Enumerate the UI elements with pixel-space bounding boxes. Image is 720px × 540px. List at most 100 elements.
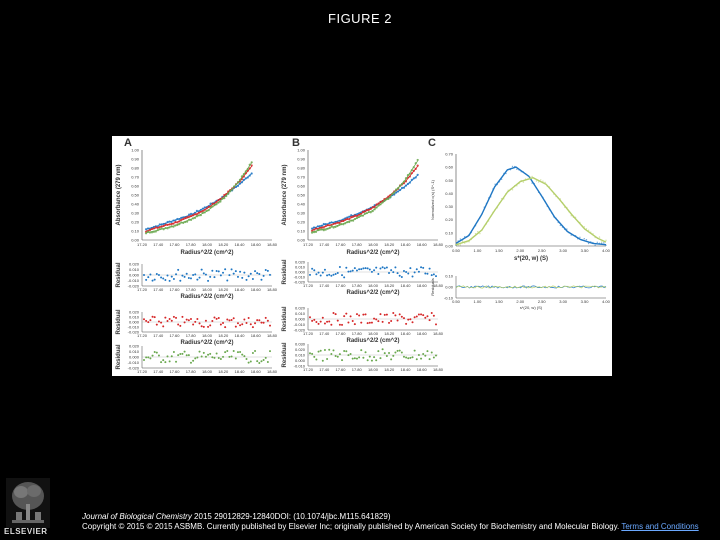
x-tick-label: 1.50 — [495, 248, 504, 253]
residual-point-blue — [264, 268, 267, 271]
residual-point-blue — [435, 275, 437, 278]
residual-point-red — [375, 318, 378, 321]
residual-point-blue — [166, 274, 169, 277]
residual-x-tick: 18.20 — [218, 333, 229, 338]
fit-line-green — [146, 162, 253, 234]
residual-point-red — [168, 317, 171, 320]
residual-point-green — [149, 357, 152, 360]
data-point-blue — [566, 228, 568, 230]
residual-point-red — [200, 325, 203, 328]
residual-point-green — [189, 361, 192, 364]
residual-point-red — [394, 314, 397, 317]
y-tick-label: 0.60 — [445, 165, 454, 170]
residual-point-blue — [241, 276, 244, 279]
residual-point-green — [398, 349, 401, 352]
residual-x-label: Radius^2/2 (cm^2) — [180, 340, 233, 346]
residual-point-blue — [417, 270, 420, 273]
residual-x-tick: 18.80 — [267, 287, 278, 292]
x-tick-label: 18.80 — [433, 242, 444, 247]
residual-point-blue — [336, 272, 339, 275]
x-tick-label: 18.40 — [234, 242, 245, 247]
y-tick-label: 0.40 — [297, 202, 306, 207]
x-tick-label: 1.00 — [474, 248, 483, 253]
residual-point-red — [351, 319, 354, 322]
residual-point-blue — [204, 273, 207, 276]
residual-point-red — [149, 319, 152, 322]
residual-point-red — [317, 322, 320, 325]
residual-y-tick: 0.000 — [129, 319, 140, 324]
residual-point-green — [269, 350, 271, 353]
residual-point-green — [217, 357, 220, 360]
residual-point-blue — [162, 277, 165, 280]
residual-point-green — [243, 355, 246, 358]
residual-point-green — [153, 351, 156, 353]
residual-x-tick: 18.80 — [267, 369, 278, 374]
residual-point-blue — [198, 276, 201, 279]
y-tick-label: 0.10 — [445, 230, 454, 235]
residual-point-red — [407, 318, 410, 321]
residual-point-blue — [254, 270, 257, 273]
residual-point-green — [415, 358, 418, 361]
residual-point-blue — [347, 270, 350, 273]
panel-label-C: C — [428, 137, 436, 149]
y-tick-label: 0.20 — [445, 217, 454, 222]
residual-y-tick: 0.000 — [295, 358, 306, 363]
x-tick-label: 18.20 — [218, 242, 229, 247]
residual-point-red — [196, 318, 199, 321]
residual-point-red — [226, 318, 229, 321]
residual-point-green — [405, 356, 408, 359]
data-point-blue — [579, 236, 581, 238]
residual-point-blue — [147, 276, 150, 279]
residual-point-blue — [351, 269, 354, 272]
residual-point-red — [383, 313, 386, 316]
data-point-blue — [587, 242, 590, 245]
residual-point-green — [262, 359, 265, 362]
data-point-lightgreen — [474, 232, 477, 235]
residual-point-red — [355, 313, 358, 316]
y-tick-label: 0.70 — [131, 175, 140, 180]
residual-x-tick: 17.40 — [153, 369, 164, 374]
y-tick-label: 0.00 — [131, 238, 140, 243]
residual-x-tick: 18.60 — [417, 367, 428, 372]
residual-x-tick: 18.80 — [433, 331, 444, 336]
residual-point-blue — [330, 274, 333, 277]
residual-point-red — [234, 325, 237, 328]
residual-point-red — [207, 325, 210, 328]
residual-y-tick: 0.010 — [295, 352, 306, 357]
residual-point-red — [390, 320, 393, 323]
residual-point-red — [402, 317, 405, 320]
fit-line-red — [311, 165, 419, 231]
elsevier-tree-icon — [6, 478, 50, 528]
terms-link[interactable]: Terms and Conditions — [621, 522, 699, 531]
residual-point-green — [338, 353, 341, 356]
series-line-blue — [455, 166, 607, 246]
residual-point-blue — [334, 273, 337, 276]
residual-point-green — [183, 350, 186, 353]
residual-point-green — [366, 359, 369, 362]
residual-point-green — [219, 357, 222, 360]
residual-point-blue — [177, 268, 180, 271]
residual-x-label: s*(20, w) (S) — [520, 305, 543, 310]
residual-point-green — [192, 359, 195, 362]
residual-point-green — [175, 360, 178, 363]
residual-point-green — [362, 356, 365, 359]
residual-y-tick: -0.020 — [294, 279, 306, 284]
residual-point-red — [157, 320, 160, 323]
x-tick-label: 3.50 — [581, 248, 590, 253]
residual-point-blue — [215, 269, 218, 272]
residual-point-blue — [172, 277, 175, 280]
residual-point-green — [426, 350, 429, 353]
residual-point-blue — [260, 278, 263, 281]
residual-point-blue — [313, 269, 316, 272]
residual-point-green — [388, 352, 391, 355]
residual-point-green — [196, 356, 199, 359]
residual-x-tick: 17.40 — [153, 287, 164, 292]
residual-point-red — [224, 326, 227, 329]
residual-point-green — [355, 357, 358, 360]
residual-point-blue — [383, 267, 386, 270]
residual-point-red — [430, 311, 433, 314]
residual-point-blue — [407, 272, 410, 275]
residual-point-green — [400, 351, 403, 354]
y-tick-label: 0.50 — [131, 193, 140, 198]
residual-x-tick: 17.80 — [186, 369, 197, 374]
